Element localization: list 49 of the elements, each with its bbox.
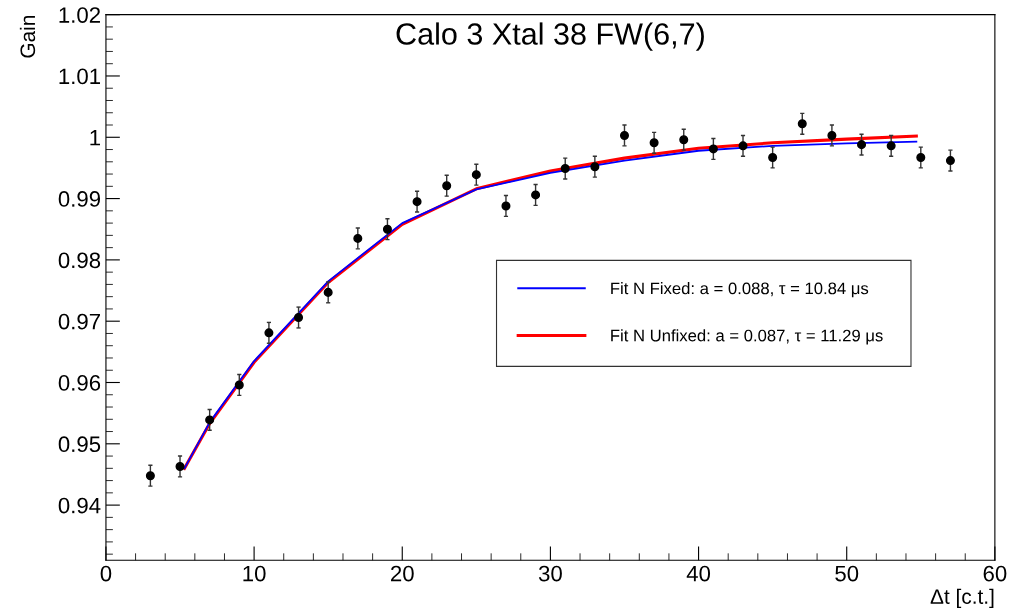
point	[412, 197, 422, 207]
point	[768, 152, 778, 163]
point	[916, 152, 926, 163]
point	[679, 135, 689, 145]
x-tick-label: 40	[686, 565, 711, 582]
y-tick-label: 1.01	[59, 68, 100, 85]
y-tick-label: 0.99	[58, 191, 101, 207]
point	[649, 138, 659, 148]
point	[205, 415, 215, 425]
y-tick-label: 0.97	[58, 313, 100, 330]
x-tick-label: 0	[100, 565, 112, 582]
x-tick-label: 50	[835, 565, 859, 582]
legend-label: Fit N Fixed: a = 0.088, τ = 10.84 μs	[611, 282, 869, 298]
y-axis-title: Gain	[19, 16, 36, 58]
point	[501, 201, 511, 211]
y-tick-label: 0.94	[58, 497, 101, 514]
point	[708, 144, 718, 154]
y-tick-label: 0.98	[58, 252, 101, 269]
chart-title: Calo 3 Xtal 38 FW(6,7)	[396, 22, 704, 51]
point	[531, 190, 541, 200]
point	[323, 287, 333, 297]
point	[471, 170, 481, 180]
point	[886, 141, 896, 151]
legend-label: Fit N Unfixed: a = 0.087, τ = 11.29 μs	[611, 329, 883, 345]
point	[738, 141, 748, 151]
y-tick-label: 1.02	[59, 7, 100, 23]
point	[590, 162, 600, 172]
point	[442, 181, 452, 191]
point	[857, 140, 867, 150]
point	[560, 164, 570, 174]
point	[797, 119, 807, 129]
x-tick-label: 30	[538, 565, 562, 582]
y-tick-label: 1	[90, 130, 100, 146]
y-tick-label: 0.95	[58, 436, 101, 453]
y-tick-label: 0.96	[58, 375, 101, 391]
point	[827, 130, 837, 140]
point	[145, 471, 155, 481]
point	[175, 461, 185, 472]
point	[619, 130, 630, 140]
point	[382, 224, 392, 234]
point	[264, 328, 274, 338]
point	[945, 156, 955, 166]
x-axis-title: Δt [c.t.]	[930, 588, 994, 609]
x-tick-label: 20	[391, 565, 414, 582]
point	[234, 380, 244, 390]
point	[353, 233, 363, 243]
x-tick-label: 60	[983, 565, 1007, 582]
point	[294, 313, 304, 323]
x-tick-label: 10	[243, 565, 266, 582]
